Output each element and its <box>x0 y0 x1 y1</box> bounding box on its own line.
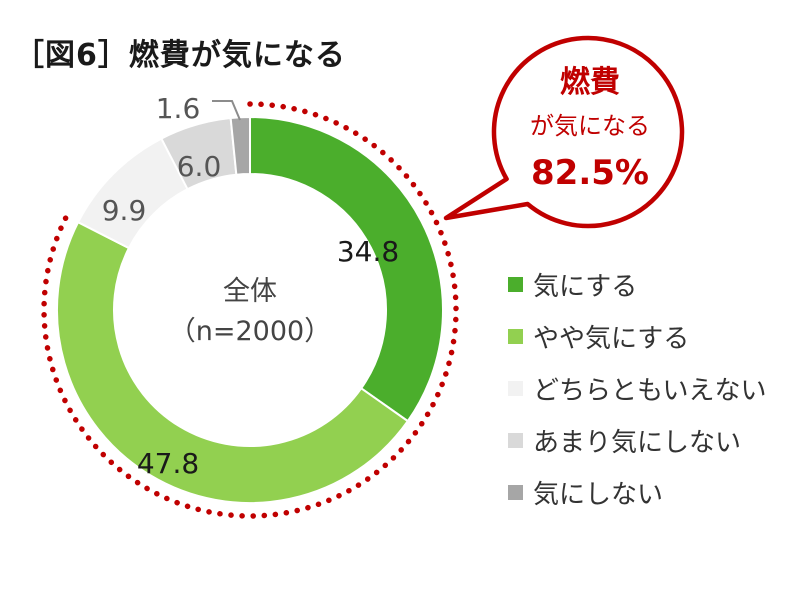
donut-slice-1 <box>249 115 444 423</box>
legend-item-3: どちらともいえない <box>508 362 766 414</box>
value-label-5: 1.6 <box>156 92 201 125</box>
legend-label-5: 気にしない <box>533 479 664 510</box>
callout-subtitle: が気になる <box>530 112 650 140</box>
value-label-2: 47.8 <box>137 447 199 480</box>
legend-swatch-3 <box>508 380 523 396</box>
legend-swatch-4 <box>508 432 523 448</box>
legend-swatch-5 <box>508 484 523 500</box>
legend-label-1: 気にする <box>533 271 638 302</box>
center-label: 全体 <box>223 276 277 307</box>
callout-value: 82.5% <box>531 153 649 193</box>
value-label-1: 34.8 <box>337 235 399 268</box>
chart-title: ［図6］燃費が気になる <box>14 38 346 73</box>
legend-swatch-1 <box>508 276 523 292</box>
value-label-3: 9.9 <box>102 194 147 227</box>
legend-item-2: やや気にする <box>508 310 766 362</box>
legend: 気にする やや気にする どちらともいえない あまり気にしない 気にしない <box>508 258 766 518</box>
legend-swatch-2 <box>508 328 523 344</box>
value-label-4: 6.0 <box>177 150 222 183</box>
donut-slice-5 <box>229 115 251 176</box>
center-sample-size: （n=2000） <box>169 316 331 347</box>
legend-item-1: 気にする <box>508 258 766 310</box>
callout-bubble-shape <box>443 35 685 229</box>
legend-item-4: あまり気にしない <box>508 414 766 466</box>
legend-label-4: あまり気にしない <box>533 427 742 458</box>
legend-label-3: どちらともいえない <box>533 375 767 406</box>
legend-item-5: 気にしない <box>508 466 766 518</box>
value-labels: 34.8 47.8 9.9 6.0 1.6 <box>102 92 399 480</box>
highlight-dotted-arc <box>41 101 459 519</box>
donut-slice-2 <box>55 220 410 505</box>
leader-line-1-6 <box>212 100 241 121</box>
callout-bubble: 燃費 が気になる 82.5% <box>443 35 685 229</box>
legend-label-2: やや気にする <box>533 323 690 354</box>
callout-title: 燃費 <box>560 65 620 100</box>
donut-slices <box>55 115 444 505</box>
